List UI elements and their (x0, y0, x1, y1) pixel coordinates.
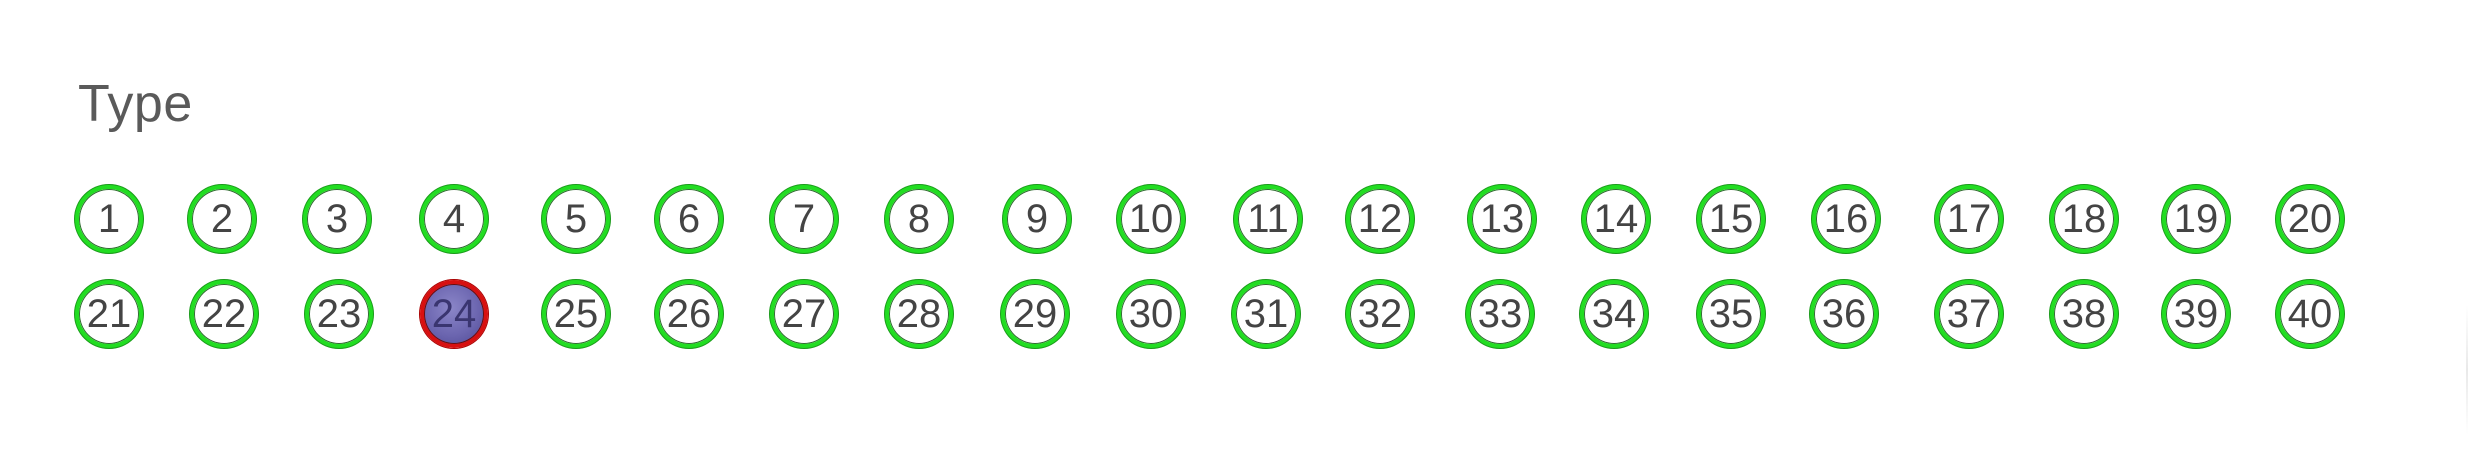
section-title: Type (78, 75, 193, 133)
type-number: 7 (792, 197, 816, 241)
type-number: 13 (1479, 197, 1525, 241)
type-number: 26 (666, 292, 712, 336)
type-option-14[interactable]: 14 (1582, 185, 1650, 253)
type-number: 10 (1128, 197, 1174, 241)
type-option-21[interactable]: 21 (75, 280, 143, 348)
type-option-10[interactable]: 10 (1117, 185, 1185, 253)
type-option-1[interactable]: 1 (75, 185, 143, 253)
type-option-30[interactable]: 30 (1117, 280, 1185, 348)
type-option-16[interactable]: 16 (1812, 185, 1880, 253)
type-number: 19 (2173, 197, 2219, 241)
type-number: 6 (677, 197, 701, 241)
type-number: 18 (2061, 197, 2107, 241)
type-number: 2 (210, 197, 234, 241)
type-number: 40 (2287, 292, 2333, 336)
type-option-9[interactable]: 9 (1003, 185, 1071, 253)
type-option-12[interactable]: 12 (1346, 185, 1414, 253)
type-number: 4 (442, 197, 466, 241)
type-row-1: 1 2 3 4 5 6 7 8 9 10 11 12 13 14 15 16 1… (0, 185, 2480, 265)
type-option-20[interactable]: 20 (2276, 185, 2344, 253)
type-option-6[interactable]: 6 (655, 185, 723, 253)
type-option-26[interactable]: 26 (655, 280, 723, 348)
type-number: 25 (553, 292, 599, 336)
type-option-29[interactable]: 29 (1001, 280, 1069, 348)
type-number: 15 (1708, 197, 1754, 241)
type-row-2: 21 22 23 24 25 26 27 28 29 30 31 32 33 3… (0, 280, 2480, 360)
type-number: 23 (316, 292, 362, 336)
type-option-32[interactable]: 32 (1346, 280, 1414, 348)
type-number: 28 (896, 292, 942, 336)
type-option-38[interactable]: 38 (2050, 280, 2118, 348)
type-number: 39 (2173, 292, 2219, 336)
type-number: 33 (1477, 292, 1523, 336)
type-number: 34 (1591, 292, 1637, 336)
type-number: 38 (2061, 292, 2107, 336)
type-option-8[interactable]: 8 (885, 185, 953, 253)
type-number: 32 (1357, 292, 1403, 336)
type-option-5[interactable]: 5 (542, 185, 610, 253)
type-option-35[interactable]: 35 (1697, 280, 1765, 348)
type-option-28[interactable]: 28 (885, 280, 953, 348)
type-number: 21 (86, 292, 132, 336)
type-number: 1 (97, 197, 121, 241)
type-option-2[interactable]: 2 (188, 185, 256, 253)
type-option-39[interactable]: 39 (2162, 280, 2230, 348)
type-option-25[interactable]: 25 (542, 280, 610, 348)
type-option-19[interactable]: 19 (2162, 185, 2230, 253)
type-number: 5 (564, 197, 588, 241)
type-option-34[interactable]: 34 (1580, 280, 1648, 348)
type-option-33[interactable]: 33 (1466, 280, 1534, 348)
type-option-24-selected[interactable]: 24 (420, 280, 488, 348)
type-option-4[interactable]: 4 (420, 185, 488, 253)
type-option-27[interactable]: 27 (770, 280, 838, 348)
type-option-18[interactable]: 18 (2050, 185, 2118, 253)
type-option-31[interactable]: 31 (1232, 280, 1300, 348)
type-number: 17 (1946, 197, 1992, 241)
edge-divider (2466, 305, 2468, 435)
type-option-37[interactable]: 37 (1935, 280, 2003, 348)
type-number: 14 (1593, 197, 1639, 241)
type-number: 16 (1823, 197, 1869, 241)
type-option-13[interactable]: 13 (1468, 185, 1536, 253)
type-number: 29 (1012, 292, 1058, 336)
type-option-3[interactable]: 3 (303, 185, 371, 253)
type-option-23[interactable]: 23 (305, 280, 373, 348)
type-number: 22 (201, 292, 247, 336)
type-number: 11 (1247, 197, 1289, 241)
type-option-17[interactable]: 17 (1935, 185, 2003, 253)
type-number: 27 (781, 292, 827, 336)
type-number: 8 (907, 197, 931, 241)
type-number: 35 (1708, 292, 1754, 336)
type-option-7[interactable]: 7 (770, 185, 838, 253)
type-option-40[interactable]: 40 (2276, 280, 2344, 348)
type-number: 37 (1946, 292, 1992, 336)
type-number: 36 (1821, 292, 1867, 336)
type-number: 12 (1357, 197, 1403, 241)
type-option-11[interactable]: 11 (1234, 185, 1302, 253)
type-number: 20 (2287, 197, 2333, 241)
type-option-22[interactable]: 22 (190, 280, 258, 348)
type-option-36[interactable]: 36 (1810, 280, 1878, 348)
type-option-15[interactable]: 15 (1697, 185, 1765, 253)
type-number: 3 (325, 197, 349, 241)
type-number: 30 (1128, 292, 1174, 336)
type-number: 9 (1025, 197, 1049, 241)
type-number: 24 (431, 292, 477, 336)
type-number: 31 (1243, 292, 1289, 336)
